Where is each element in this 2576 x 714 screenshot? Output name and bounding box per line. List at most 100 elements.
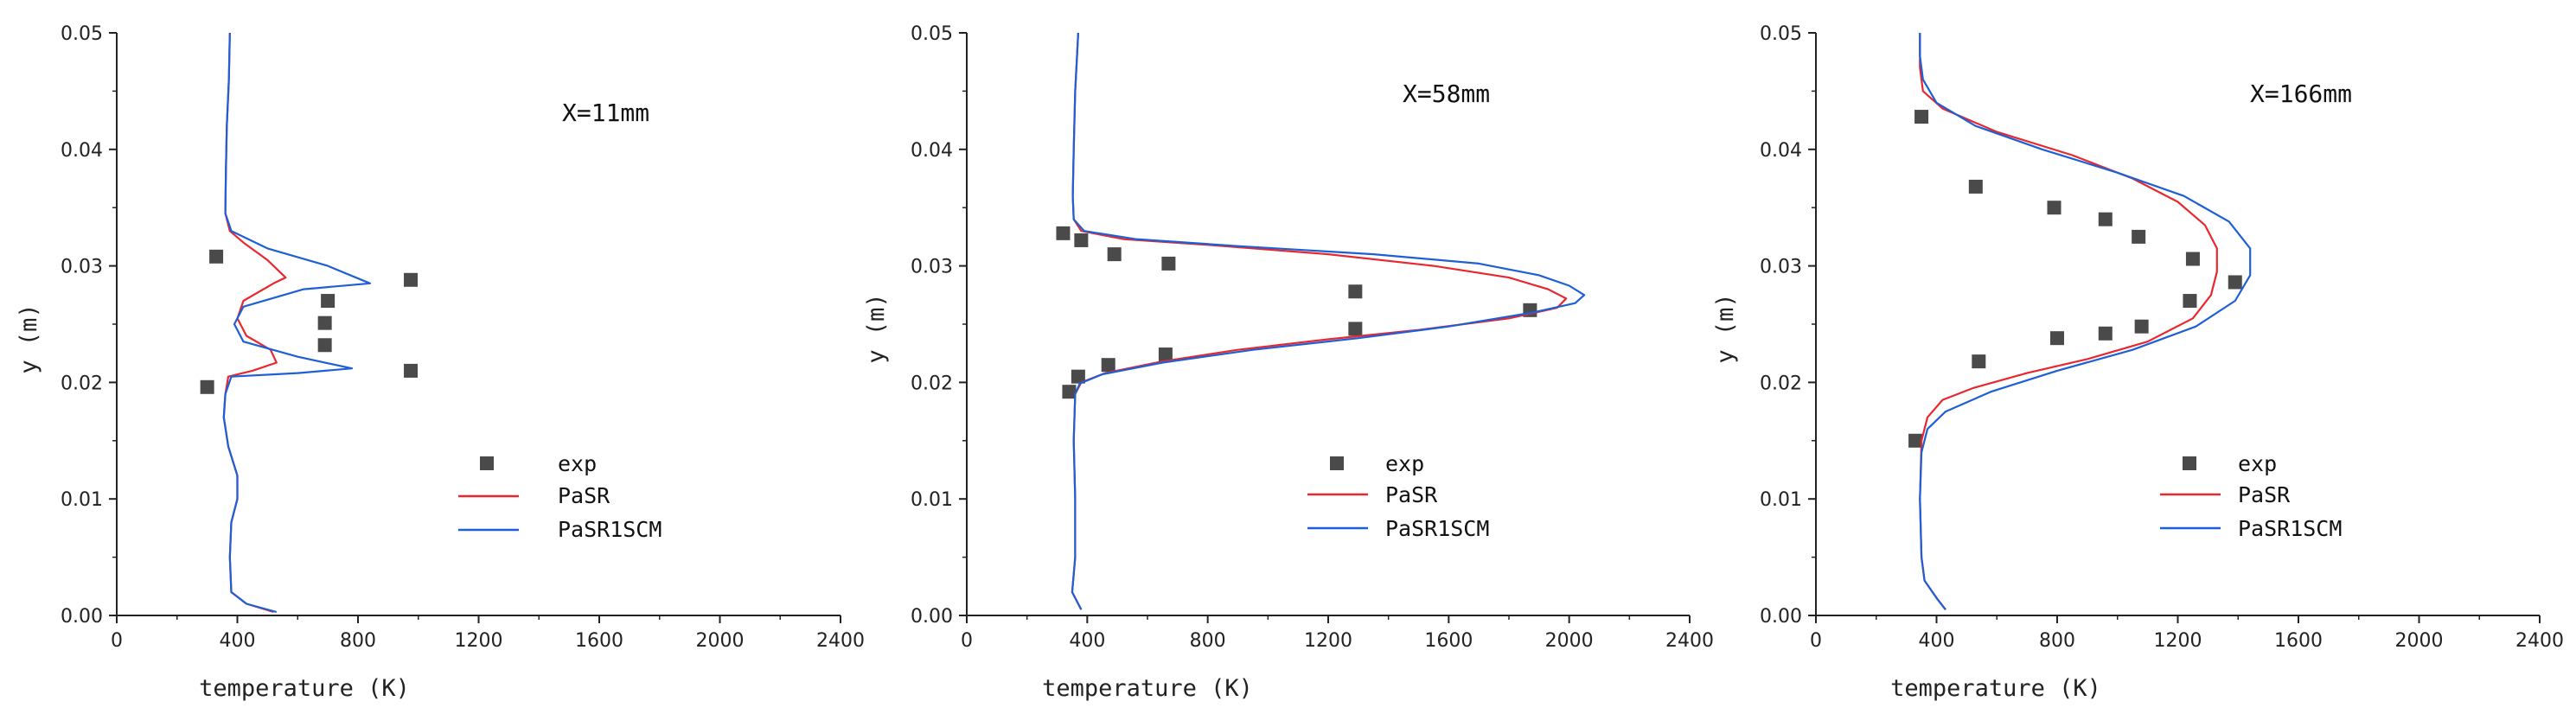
legend-pasr-label: PaSR: [1385, 482, 1438, 507]
y-tick-label: 0.05: [911, 23, 953, 45]
y-tick-label: 0.04: [1760, 140, 1802, 162]
panel-annotation: X=58mm: [1403, 80, 1490, 108]
legend-exp-marker: [1330, 456, 1344, 470]
y-tick-label: 0.03: [911, 257, 953, 278]
x-tick-label: 0: [961, 630, 973, 652]
data-point-exp: [1062, 385, 1076, 398]
data-point-exp: [209, 250, 223, 264]
y-axis-title: y (m): [16, 303, 42, 373]
y-tick-label: 0.03: [1760, 257, 1802, 278]
x-tick-label: 2400: [2515, 630, 2564, 652]
plot-area: 0 400 800 1200 1600 2000 2400 0.00 0.01 0.02 0.03 0…: [61, 23, 865, 652]
x-tick-label: 400: [220, 630, 256, 652]
legend-exp-label: exp: [558, 451, 597, 476]
data-point-exp: [2099, 327, 2113, 341]
y-tick-label: 0.01: [61, 489, 103, 511]
series-line-pasr: [1072, 33, 1566, 609]
x-tick-label: 2400: [816, 630, 865, 652]
x-tick-label: 2000: [2395, 630, 2444, 652]
data-point-exp: [2135, 320, 2149, 334]
y-tick-label: 0.01: [911, 489, 953, 511]
y-axis-title: y (m): [863, 293, 890, 363]
legend: exp PaSR PaSR1SCM: [458, 451, 662, 542]
data-point-exp: [2132, 230, 2145, 244]
y-tick-label: 0.00: [1760, 606, 1802, 628]
chart-panel-x11mm: 0 400 800 1200 1600 2000 2400 0.00 0.01 0.02 0.03 0…: [16, 23, 865, 702]
y-tick-label: 0.01: [1760, 489, 1802, 511]
data-point-exp: [1161, 257, 1175, 271]
data-point-exp: [321, 294, 335, 308]
data-point-exp: [201, 380, 214, 394]
data-point-exp: [2099, 213, 2113, 226]
data-point-exp: [2048, 201, 2061, 214]
data-point-exp: [404, 273, 418, 287]
panel-annotation: X=11mm: [562, 99, 649, 127]
data-point-exp: [2186, 252, 2200, 266]
plot-area: 0 400 800 1200 1600 2000 2400 0.00 0.01 0.02 0.03 0…: [1760, 23, 2564, 652]
legend-pasr1scm-label: PaSR1SCM: [558, 517, 662, 542]
data-point-exp: [318, 316, 332, 330]
x-axis-title: temperature (K): [199, 675, 410, 702]
x-tick-label: 2400: [1665, 630, 1714, 652]
data-point-exp: [2050, 331, 2064, 345]
x-tick-label: 800: [340, 630, 376, 652]
data-point-exp: [1969, 180, 1983, 194]
x-tick-label: 400: [1919, 630, 1955, 652]
x-tick-label: 800: [2039, 630, 2075, 652]
legend-exp-marker: [480, 456, 494, 470]
data-point-exp: [1972, 354, 1985, 368]
panel-annotation: X=166mm: [2250, 80, 2352, 108]
series-line-pasr: [224, 33, 286, 612]
y-tick-label: 0.03: [61, 257, 103, 278]
legend-exp-label: exp: [2238, 451, 2277, 476]
series-line-pasr1scm: [1072, 33, 1584, 609]
data-point-exp: [1348, 322, 1362, 335]
x-tick-label: 800: [1190, 630, 1226, 652]
legend: exp PaSR PaSR1SCM: [2160, 451, 2342, 541]
legend: exp PaSR PaSR1SCM: [1307, 451, 1489, 541]
legend-exp-marker: [2183, 456, 2196, 470]
x-tick-label: 1600: [2274, 630, 2323, 652]
y-tick-label: 0.02: [1760, 373, 1802, 394]
data-point-exp: [1908, 434, 1922, 448]
y-tick-label: 0.05: [61, 23, 103, 45]
data-point-exp: [1108, 247, 1122, 261]
y-tick-label: 0.02: [911, 373, 953, 394]
legend-pasr-label: PaSR: [2238, 482, 2291, 507]
chart-panel-x58mm: 0 400 800 1200 1600 2000 2400 0.00 0.01 0.02 0.03 0…: [863, 23, 1714, 702]
x-tick-label: 1200: [2154, 630, 2202, 652]
y-axis-title: y (m): [1712, 293, 1739, 363]
x-tick-label: 1200: [455, 630, 503, 652]
data-point-exp: [1348, 284, 1362, 298]
figure: 0 400 800 1200 1600 2000 2400 0.00 0.01 0.02 0.03 0…: [0, 0, 2576, 714]
x-axis-title: temperature (K): [1890, 675, 2101, 702]
chart-panel-x166mm: 0 400 800 1200 1600 2000 2400 0.00 0.01 0.02 0.03 0…: [1712, 23, 2564, 702]
data-point-exp: [2228, 275, 2242, 289]
data-point-exp: [1914, 110, 1928, 124]
y-tick-label: 0.00: [911, 606, 953, 628]
x-axis-title: temperature (K): [1042, 675, 1253, 702]
series-line-pasr1scm: [224, 33, 370, 612]
x-tick-label: 1600: [1424, 630, 1473, 652]
x-tick-label: 400: [1069, 630, 1105, 652]
legend-pasr1scm-label: PaSR1SCM: [1385, 516, 1489, 541]
legend-pasr1scm-label: PaSR1SCM: [2238, 516, 2342, 541]
x-tick-label: 0: [111, 630, 123, 652]
plot-area: 0 400 800 1200 1600 2000 2400 0.00 0.01 0.02 0.03 0…: [911, 23, 1714, 652]
data-point-exp: [318, 338, 332, 352]
x-tick-label: 1200: [1304, 630, 1352, 652]
legend-pasr-label: PaSR: [558, 483, 610, 508]
x-tick-label: 2000: [1545, 630, 1594, 652]
y-tick-label: 0.05: [1760, 23, 1802, 45]
data-point-exp: [1102, 358, 1115, 372]
x-tick-label: 0: [1810, 630, 1822, 652]
x-tick-label: 1600: [575, 630, 623, 652]
y-tick-label: 0.04: [61, 140, 103, 162]
data-point-exp: [404, 364, 418, 378]
legend-exp-label: exp: [1385, 451, 1424, 476]
data-point-exp: [1056, 226, 1070, 240]
data-point-exp: [2183, 294, 2196, 308]
data-point-exp: [1074, 233, 1088, 247]
y-tick-label: 0.04: [911, 140, 953, 162]
x-tick-label: 2000: [696, 630, 745, 652]
